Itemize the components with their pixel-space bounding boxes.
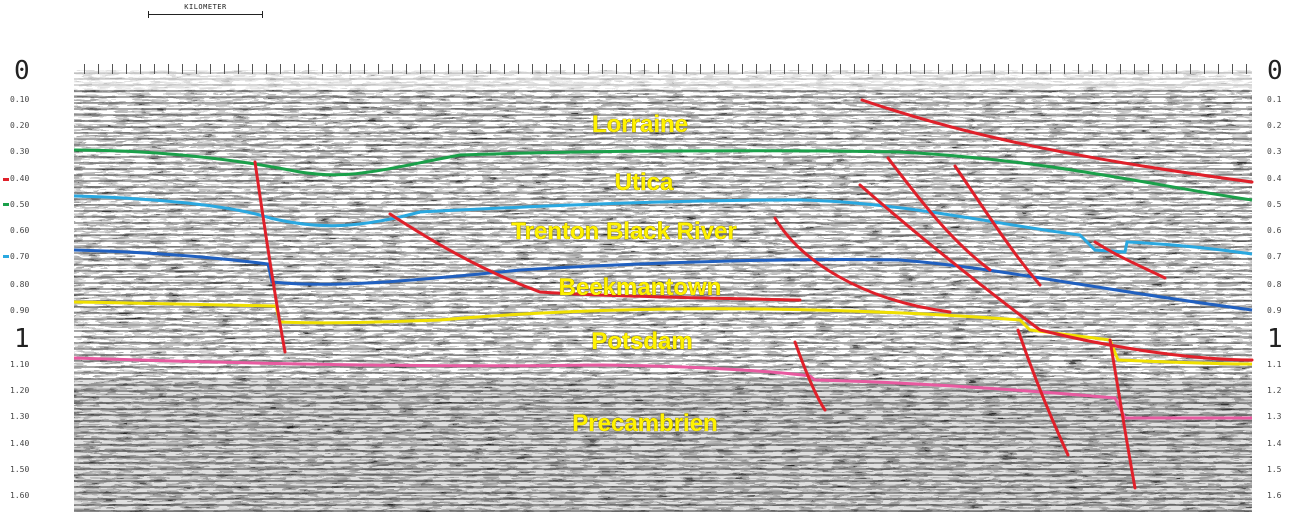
axis-label-minor: 1.3	[1267, 412, 1282, 421]
formation-label: Potsdam	[591, 328, 692, 355]
scale-bar-label: KILOMETER	[184, 3, 227, 11]
axis-label-minor: 0.60	[10, 226, 30, 235]
horizon-marker	[3, 255, 9, 258]
scale-bar-tick	[262, 11, 263, 18]
fault-line	[1016, 328, 1070, 457]
axis-label-major: 1	[14, 324, 30, 354]
axis-label-major: 0	[14, 56, 30, 86]
formation-label: Precambrien	[572, 410, 717, 437]
axis-label-minor: 1.10	[10, 360, 30, 369]
axis-label-minor: 1.30	[10, 412, 30, 421]
axis-label-minor: 0.1	[1267, 95, 1282, 104]
horizon-marker	[3, 203, 9, 206]
time-axis-right: 0 1 0.1 0.2 0.3 0.4 0.5 0.6 0.7 0.8 0.9 …	[1255, 0, 1297, 512]
fault-line	[793, 340, 827, 412]
axis-label-minor: 1.4	[1267, 439, 1282, 448]
axis-label-minor: 0.30	[10, 147, 30, 156]
scale-bar-line	[148, 14, 263, 15]
scale-bar-tick	[148, 11, 149, 18]
horizon-potsdam-top	[73, 300, 1253, 366]
horizon-precambrian-top	[73, 356, 1252, 420]
fault-line	[388, 212, 802, 302]
axis-label-minor: 0.6	[1267, 226, 1282, 235]
horizon-beekmantown-top	[73, 248, 1253, 312]
faults	[253, 98, 1254, 490]
axis-label-minor: 0.80	[10, 280, 30, 289]
fault-line	[953, 164, 1042, 287]
axis-label-minor: 0.5	[1267, 200, 1282, 209]
axis-label-minor: 0.10	[10, 95, 30, 104]
axis-label-minor: 1.2	[1267, 386, 1282, 395]
formation-label: Trenton Black River	[511, 218, 736, 245]
time-axis-left: 0 1 0.10 0.20 0.30 0.40 0.50 0.60 0.70 0…	[0, 0, 70, 512]
axis-label-minor: 0.8	[1267, 280, 1282, 289]
axis-label-minor: 0.7	[1267, 252, 1282, 261]
axis-label-minor: 0.3	[1267, 147, 1282, 156]
fault-line	[886, 156, 992, 272]
axis-label-minor: 1.50	[10, 465, 30, 474]
axis-label-minor: 0.90	[10, 306, 30, 315]
axis-label-minor: 0.9	[1267, 306, 1282, 315]
scale-bar: KILOMETER	[148, 3, 263, 18]
axis-label-minor: 1.1	[1267, 360, 1282, 369]
axis-label-minor: 1.60	[10, 491, 30, 500]
fault-line	[773, 216, 952, 314]
formation-label: Utica	[615, 169, 674, 196]
horizon-utica-top	[73, 148, 1253, 202]
axis-label-minor: 0.4	[1267, 174, 1282, 183]
axis-label-minor: 0.2	[1267, 121, 1282, 130]
axis-label-major: 0	[1267, 56, 1283, 86]
axis-label-minor: 0.40	[10, 174, 30, 183]
axis-label-minor: 1.5	[1267, 465, 1282, 474]
seismic-data	[74, 64, 1252, 512]
fault-line	[1108, 338, 1137, 490]
fault-line	[858, 183, 1254, 362]
axis-label-minor: 1.6	[1267, 491, 1282, 500]
formation-label: Lorraine	[592, 111, 688, 138]
axis-label-major: 1	[1267, 324, 1283, 354]
axis-label-minor: 1.40	[10, 439, 30, 448]
formation-labels: Lorraine Utica Trenton Black River Beekm…	[511, 111, 737, 438]
axis-label-minor: 0.50	[10, 200, 30, 209]
horizon-marker	[3, 178, 9, 181]
fault-line	[860, 98, 1254, 184]
axis-label-minor: 0.70	[10, 252, 30, 261]
axis-label-minor: 0.20	[10, 121, 30, 130]
fault-line	[1093, 240, 1167, 280]
formation-label: Beekmantown	[559, 274, 722, 301]
axis-label-minor: 1.20	[10, 386, 30, 395]
fault-line	[253, 160, 287, 354]
